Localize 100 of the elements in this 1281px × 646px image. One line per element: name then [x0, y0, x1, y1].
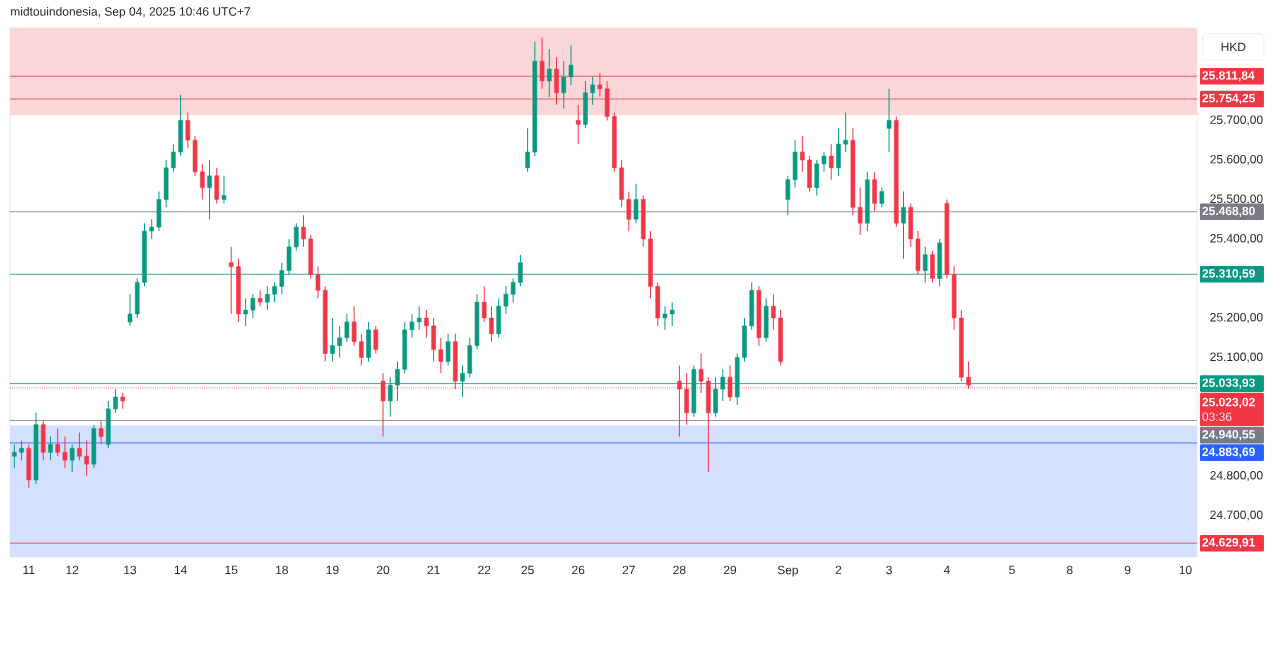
candlestick — [250, 293, 256, 319]
ref-line-label: 25.468,80 — [1202, 206, 1255, 217]
x-tick-label: 2 — [835, 565, 842, 575]
x-tick-label: 3 — [886, 565, 892, 575]
candlestick — [438, 337, 444, 374]
candlestick — [243, 297, 248, 327]
candlestick — [424, 309, 429, 339]
candlestick — [77, 432, 82, 461]
candlestick — [727, 364, 733, 402]
y-tick-label: 25.500,00 — [1210, 194, 1263, 205]
x-tick-label: 4 — [943, 565, 950, 574]
candlestick — [626, 191, 632, 232]
candlestick — [828, 143, 834, 181]
x-tick-label: 25 — [521, 565, 534, 575]
x-tick-label: 9 — [1124, 565, 1131, 575]
candlestick — [546, 48, 552, 98]
candlestick — [113, 388, 118, 414]
candlestick — [257, 289, 263, 307]
candlestick — [330, 317, 335, 362]
candlestick — [200, 163, 205, 200]
candlestick — [481, 285, 487, 323]
candlestick — [149, 218, 154, 240]
y-tick-label: 24.800,00 — [1210, 471, 1263, 481]
candlestick — [228, 246, 234, 315]
text: 03:36 — [1202, 412, 1232, 421]
candlestick — [127, 293, 133, 327]
x-tick-label: 26 — [572, 565, 585, 575]
candlestick — [55, 428, 60, 457]
candlestick — [373, 325, 379, 355]
candlestick — [214, 167, 220, 204]
x-tick-label: 15 — [225, 565, 238, 575]
ref-line-label: 24.629,91 — [1202, 538, 1255, 549]
candlestick — [445, 333, 451, 366]
candlestick — [265, 285, 270, 311]
candlestick — [886, 88, 892, 153]
candlestick — [568, 44, 574, 86]
candlestick — [633, 183, 639, 224]
ref-line-label: 25.023,02 — [1202, 397, 1255, 409]
x-tick-label: 29 — [723, 565, 737, 575]
candlestick — [590, 76, 595, 106]
x-tick-label: 19 — [326, 565, 339, 575]
candlestick — [98, 420, 104, 445]
candlestick — [575, 104, 581, 145]
candlestick — [662, 305, 668, 331]
x-tick-label: 14 — [174, 565, 187, 574]
x-tick-label: 20 — [376, 565, 390, 575]
candlestick — [221, 175, 227, 204]
x-tick-label: 21 — [427, 565, 440, 575]
x-tick-label: Sep — [777, 565, 799, 577]
candlestick — [489, 305, 494, 343]
ref-line-label: 24.883,69 — [1202, 447, 1255, 458]
candlestick — [337, 325, 342, 358]
candlestick — [315, 266, 321, 299]
candlestick — [879, 187, 885, 208]
candlestick — [800, 135, 805, 173]
candlestick — [814, 159, 820, 197]
x-tick-label: 13 — [124, 565, 137, 575]
candlestick — [821, 151, 827, 173]
y-tick-label: 25.700,00 — [1210, 115, 1263, 126]
chart-title: midtouindonesia, Sep 04, 2025 10:46 UTC+7 — [11, 6, 251, 19]
ref-line-label: 24.940,55 — [1202, 430, 1255, 441]
candlestick — [561, 60, 567, 110]
y-tick-label: 25.100,00 — [1210, 352, 1263, 363]
candlestick — [207, 159, 212, 220]
y-tick-label: 25.200,00 — [1210, 313, 1263, 323]
candlestick — [872, 171, 877, 212]
ref-line-label: 25.310,59 — [1202, 269, 1255, 280]
candlestick — [69, 443, 75, 473]
x-tick-label: 8 — [1066, 565, 1073, 575]
text: HKD — [1221, 42, 1246, 52]
x-tick-label: 12 — [66, 565, 79, 575]
candlestick — [359, 333, 364, 366]
candlestick — [19, 439, 24, 461]
candlestick — [171, 143, 176, 173]
candlestick — [843, 112, 848, 153]
candlestick — [62, 436, 68, 469]
x-tick-label: 18 — [276, 565, 288, 575]
candlestick — [293, 222, 299, 252]
x-tick-label: 5 — [1009, 565, 1015, 575]
y-tick-label: 25.400,00 — [1210, 234, 1263, 244]
candlestick — [12, 443, 17, 469]
candlestick — [84, 439, 89, 477]
candlestick — [901, 191, 906, 260]
ref-line-label: 25.033,93 — [1202, 378, 1255, 389]
ref-line-label: 25.811,84 — [1202, 71, 1255, 82]
x-tick-label: 10 — [1179, 565, 1192, 575]
candlestick — [930, 250, 935, 283]
candlestick — [431, 317, 436, 362]
candlestick — [525, 127, 530, 173]
candlestick — [836, 127, 841, 177]
y-tick-label: 24.700,00 — [1210, 510, 1263, 521]
candlestick — [771, 293, 776, 331]
candlestick — [301, 214, 306, 248]
x-tick-label: 28 — [673, 565, 686, 575]
ref-line-label: 25.754,25 — [1202, 93, 1255, 105]
candlestick — [351, 305, 357, 347]
candlestick — [272, 281, 277, 303]
x-tick-label: 11 — [23, 565, 35, 574]
candlestick — [669, 301, 675, 327]
x-tick-label: 27 — [622, 565, 635, 575]
